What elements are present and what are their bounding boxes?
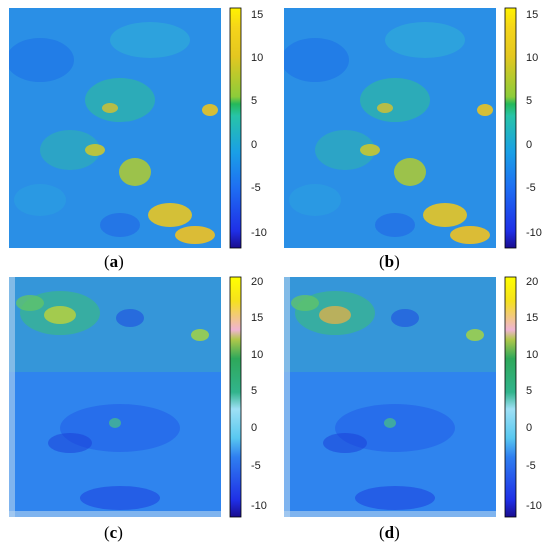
panel-b-figure: 15 10 5 0 -5 -10 <box>284 7 542 249</box>
colorbar-d <box>504 276 517 518</box>
panel-a-caption: (a) <box>104 252 124 271</box>
panel-c-caption: (c) <box>104 523 123 542</box>
colorbar-b-tick-0: 15 <box>526 9 538 21</box>
colorbar-c-tick-2: 10 <box>251 349 263 361</box>
panel-d-letter: d <box>384 523 395 542</box>
colorbar-b-tick-4: -5 <box>526 182 536 194</box>
colorbar-a-tick-2: 5 <box>251 95 257 107</box>
colorbar-c-tick-4: 0 <box>251 422 257 434</box>
panel-c: 20 15 10 5 0 -5 -10 (c) <box>0 273 275 546</box>
colorbar-d-tick-0: 20 <box>526 276 538 288</box>
heatmap-image-b <box>284 8 496 248</box>
colorbar-d-tick-5: -5 <box>526 460 536 472</box>
heatmap-image-c <box>9 277 221 517</box>
colorbar-ticks-d: 20 15 10 5 0 -5 -10 <box>526 276 542 512</box>
panel-a: 15 10 5 0 -5 -10 (a) <box>0 0 275 273</box>
colorbar-d-tick-1: 15 <box>526 312 538 324</box>
colorbar-c-tick-0: 20 <box>251 276 263 288</box>
panel-d-figure: 20 15 10 5 0 -5 -10 <box>284 276 542 518</box>
colorbar-d-tick-6: -10 <box>526 500 542 512</box>
colorbar-d-tick-3: 5 <box>526 385 532 397</box>
colorbar-c-tick-6: -10 <box>251 500 267 512</box>
panel-a-figure: 15 10 5 0 -5 -10 <box>9 7 267 249</box>
colorbar-ticks-a: 15 10 5 0 -5 -10 <box>251 9 267 239</box>
colorbar-a-tick-1: 10 <box>251 52 263 64</box>
panel-a-letter: a <box>109 252 119 271</box>
panel-b-caption: (b) <box>379 252 400 271</box>
heatmap-image-a <box>9 8 221 248</box>
colorbar-a-tick-5: -10 <box>251 227 267 239</box>
colorbar-b-tick-5: -10 <box>526 227 542 239</box>
colorbar-a-tick-4: -5 <box>251 182 261 194</box>
colorbar-c-tick-5: -5 <box>251 460 261 472</box>
colorbar-a <box>229 7 242 249</box>
colorbar-c-tick-3: 5 <box>251 385 257 397</box>
colorbar-b <box>504 7 517 249</box>
colorbar-c <box>229 276 242 518</box>
panel-d-caption: (d) <box>379 523 400 542</box>
colorbar-d-tick-4: 0 <box>526 422 532 434</box>
colorbar-ticks-b: 15 10 5 0 -5 -10 <box>526 9 542 239</box>
colorbar-b-tick-2: 5 <box>526 95 532 107</box>
colorbar-d-tick-2: 10 <box>526 349 538 361</box>
colorbar-b-tick-3: 0 <box>526 139 532 151</box>
colorbar-ticks-c: 20 15 10 5 0 -5 -10 <box>251 276 267 512</box>
panel-d: 20 15 10 5 0 -5 -10 (d) <box>275 273 550 546</box>
panel-c-letter: c <box>109 523 118 542</box>
panel-b: 15 10 5 0 -5 -10 (b) <box>275 0 550 273</box>
heatmap-image-d <box>284 277 496 517</box>
colorbar-a-tick-0: 15 <box>251 9 263 21</box>
panel-b-letter: b <box>384 252 395 271</box>
colorbar-c-tick-1: 15 <box>251 312 263 324</box>
colorbar-a-tick-3: 0 <box>251 139 257 151</box>
panel-c-figure: 20 15 10 5 0 -5 -10 <box>9 276 267 518</box>
colorbar-b-tick-1: 10 <box>526 52 538 64</box>
